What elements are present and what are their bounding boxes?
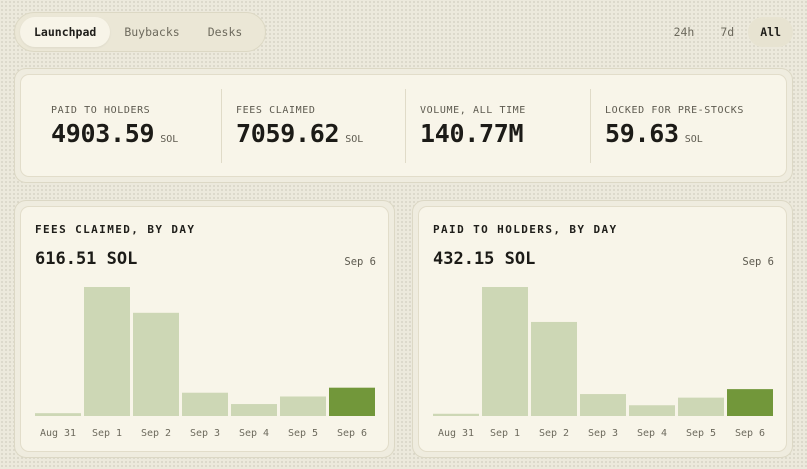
chart-bar-sep-1[interactable] [482,287,528,416]
x-tick-label: Sep 2 [141,428,171,439]
chart-selected-date: Sep 6 [344,256,376,268]
paid-to-holders-chart-card: PAID TO HOLDERS, BY DAY 432.15 SOL Sep 6… [412,200,793,458]
chart-card-body: FEES CLAIMED, BY DAY 616.51 SOL Sep 6 Au… [20,206,389,452]
stat-label: PAID TO HOLDERS [51,105,151,116]
stat-paid-to-holders: PAID TO HOLDERS 4903.59 SOL [21,75,221,176]
x-tick-label: Sep 6 [735,428,765,439]
stat-divider [221,89,222,163]
stat-label: FEES CLAIMED [236,105,316,116]
chart-value: 616.51 SOL [35,249,138,269]
range-all[interactable]: All [748,17,793,47]
x-tick-label: Sep 3 [588,428,618,439]
chart-bar-sep-5[interactable] [280,396,326,416]
stat-value-row: 140.77M [420,119,529,148]
tab-desks[interactable]: Desks [207,25,243,39]
x-tick-label: Sep 1 [490,428,520,439]
stat-divider [590,89,591,163]
chart-bar-sep-6[interactable] [329,387,375,416]
chart-bar-sep-4[interactable] [629,405,675,416]
chart-title: FEES CLAIMED, BY DAY [35,223,196,236]
stat-divider [405,89,406,163]
chart-bar-aug-31[interactable] [433,413,479,416]
chart-bar-sep-1[interactable] [84,287,130,416]
stat-value: 140.77M [420,119,524,148]
chart-bar-sep-5[interactable] [678,397,724,416]
tab-buybacks[interactable]: Buybacks [124,25,180,39]
x-tick-label: Sep 5 [686,428,716,439]
view-tabs: Launchpad Buybacks Desks [14,12,266,52]
stat-label: LOCKED FOR PRE-STOCKS [605,105,745,116]
stat-locked-pre-stocks: LOCKED FOR PRE-STOCKS 59.63 SOL [575,75,785,176]
range-7d[interactable]: 7d [720,25,735,39]
stat-value-row: 4903.59 SOL [51,119,178,148]
stat-value: 4903.59 [51,119,155,148]
fees-claimed-bar-chart: Aug 31 Sep 1 Sep 2 Sep 3 Sep 4 Sep 5 Sep 6 [35,287,375,439]
paid-to-holders-bar-chart: Aug 31 Sep 1 Sep 2 Sep 3 Sep 4 Sep 5 Sep 6 [433,287,773,439]
time-range-selector: 24h 7d All [662,16,793,48]
stats-card: PAID TO HOLDERS 4903.59 SOL FEES CLAIMED… [14,68,793,183]
stat-fees-claimed: FEES CLAIMED 7059.62 SOL [206,75,406,176]
chart-bar-sep-2[interactable] [133,312,179,416]
stats-card-body: PAID TO HOLDERS 4903.59 SOL FEES CLAIMED… [20,74,787,177]
top-bar: Launchpad Buybacks Desks 24h 7d All [14,12,793,52]
x-tick-label: Sep 4 [239,428,269,439]
stat-value-row: 7059.62 SOL [236,119,363,148]
x-tick-label: Sep 5 [288,428,318,439]
x-tick-label: Sep 1 [92,428,122,439]
x-tick-label: Sep 2 [539,428,569,439]
chart-bar-sep-6[interactable] [727,389,773,416]
stat-label: VOLUME, ALL TIME [420,105,526,116]
range-24h[interactable]: 24h [673,25,695,39]
x-tick-label: Aug 31 [438,428,474,439]
stat-value: 59.63 [605,119,679,148]
x-tick-label: Sep 6 [337,428,367,439]
stat-unit: SOL [160,134,179,145]
chart-value: 432.15 SOL [433,249,536,269]
chart-bar-sep-4[interactable] [231,404,277,416]
stat-value: 7059.62 [236,119,340,148]
x-tick-label: Aug 31 [40,428,76,439]
chart-card-body: PAID TO HOLDERS, BY DAY 432.15 SOL Sep 6… [418,206,787,452]
chart-bar-sep-2[interactable] [531,321,577,416]
fees-claimed-chart-card: FEES CLAIMED, BY DAY 616.51 SOL Sep 6 Au… [14,200,395,458]
chart-selected-date: Sep 6 [742,256,774,268]
stat-unit: SOL [345,134,364,145]
x-tick-label: Sep 4 [637,428,667,439]
stat-value-row: 59.63 SOL [605,119,703,148]
stat-unit: SOL [684,134,703,145]
chart-bar-sep-3[interactable] [580,394,626,416]
chart-bar-sep-3[interactable] [182,392,228,416]
stat-volume-all-time: VOLUME, ALL TIME 140.77M [390,75,590,176]
chart-title: PAID TO HOLDERS, BY DAY [433,223,618,236]
x-tick-label: Sep 3 [190,428,220,439]
chart-bar-aug-31[interactable] [35,413,81,416]
tab-launchpad[interactable]: Launchpad [20,17,111,47]
